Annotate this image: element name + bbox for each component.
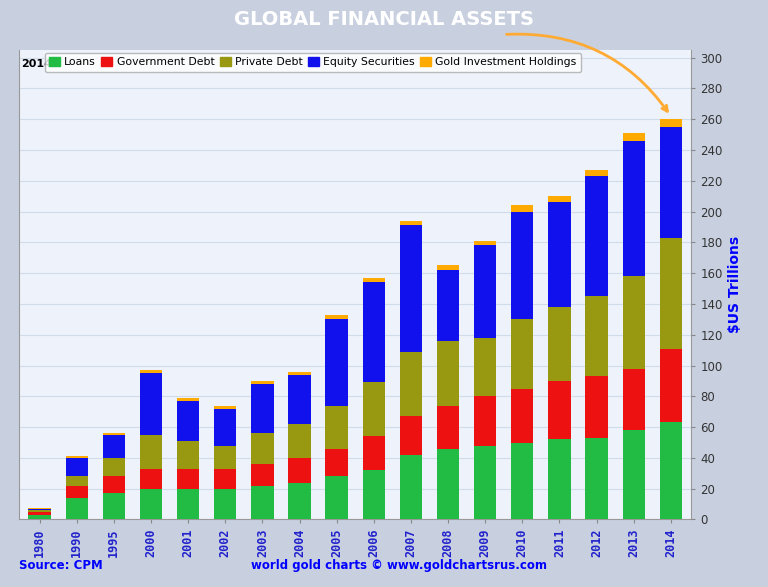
Bar (214, 468, 237, 489)
Bar (585, 438, 607, 519)
Bar (140, 435, 162, 468)
Text: 2014: 2014 (21, 59, 52, 69)
Bar (437, 341, 459, 406)
Bar (326, 477, 348, 519)
Bar (65, 477, 88, 485)
Bar (65, 498, 88, 519)
Bar (140, 370, 162, 373)
Bar (362, 282, 385, 383)
Y-axis label: $US Trillions: $US Trillions (728, 236, 742, 333)
Bar (177, 441, 199, 468)
Bar (251, 433, 273, 464)
Legend: Loans, Government Debt, Private Debt, Equity Securities, Gold Investment Holding: Loans, Government Debt, Private Debt, Eq… (45, 53, 581, 72)
Bar (474, 338, 496, 396)
Bar (511, 205, 534, 211)
Bar (437, 406, 459, 448)
Bar (251, 485, 273, 519)
Bar (28, 510, 51, 512)
Bar (251, 381, 273, 384)
Bar (65, 485, 88, 498)
Bar (585, 296, 607, 376)
Bar (177, 489, 199, 519)
Bar (400, 455, 422, 519)
Bar (251, 384, 273, 433)
Bar (623, 369, 645, 430)
Bar (362, 470, 385, 519)
Bar (362, 436, 385, 470)
Bar (288, 483, 310, 519)
Bar (660, 349, 682, 423)
Bar (214, 446, 237, 468)
Bar (214, 409, 237, 446)
Bar (623, 141, 645, 276)
Bar (28, 508, 51, 509)
Bar (437, 265, 459, 270)
Bar (177, 401, 199, 441)
Bar (511, 389, 534, 443)
Bar (214, 406, 237, 409)
Bar (623, 430, 645, 519)
Bar (65, 458, 88, 477)
Bar (288, 458, 310, 483)
Text: world gold charts © www.goldchartsrus.com: world gold charts © www.goldchartsrus.co… (251, 559, 548, 572)
Bar (585, 376, 607, 438)
Bar (326, 315, 348, 319)
Bar (437, 448, 459, 519)
Bar (288, 424, 310, 458)
Bar (474, 245, 496, 338)
Bar (548, 381, 571, 440)
Bar (660, 423, 682, 519)
Bar (362, 383, 385, 436)
Bar (326, 319, 348, 406)
Bar (585, 170, 607, 176)
Bar (326, 406, 348, 448)
Bar (288, 375, 310, 424)
Bar (65, 456, 88, 458)
Bar (103, 435, 125, 458)
Bar (437, 270, 459, 341)
Bar (585, 176, 607, 296)
Bar (177, 398, 199, 401)
Bar (103, 458, 125, 477)
Bar (660, 238, 682, 349)
Bar (623, 133, 645, 141)
Bar (548, 440, 571, 519)
Bar (511, 319, 534, 389)
Bar (660, 119, 682, 127)
Bar (103, 493, 125, 519)
Bar (28, 512, 51, 515)
Bar (214, 489, 237, 519)
Bar (400, 352, 422, 416)
Bar (548, 203, 571, 307)
Bar (548, 196, 571, 203)
Bar (400, 225, 422, 352)
Bar (251, 464, 273, 485)
Text: Source: CPM: Source: CPM (19, 559, 103, 572)
Bar (140, 489, 162, 519)
Bar (103, 477, 125, 493)
Bar (400, 416, 422, 455)
Bar (28, 515, 51, 519)
Bar (177, 468, 199, 489)
Bar (511, 443, 534, 519)
Bar (660, 127, 682, 238)
Bar (511, 211, 534, 319)
Bar (623, 276, 645, 369)
Text: GLOBAL FINANCIAL ASSETS: GLOBAL FINANCIAL ASSETS (234, 9, 534, 29)
Bar (474, 241, 496, 245)
Bar (140, 373, 162, 435)
Bar (326, 448, 348, 477)
Bar (548, 307, 571, 381)
Bar (288, 372, 310, 375)
Bar (474, 396, 496, 446)
Bar (362, 278, 385, 282)
Bar (400, 221, 422, 225)
Bar (28, 509, 51, 510)
Bar (103, 433, 125, 435)
Bar (140, 468, 162, 489)
Bar (474, 446, 496, 519)
